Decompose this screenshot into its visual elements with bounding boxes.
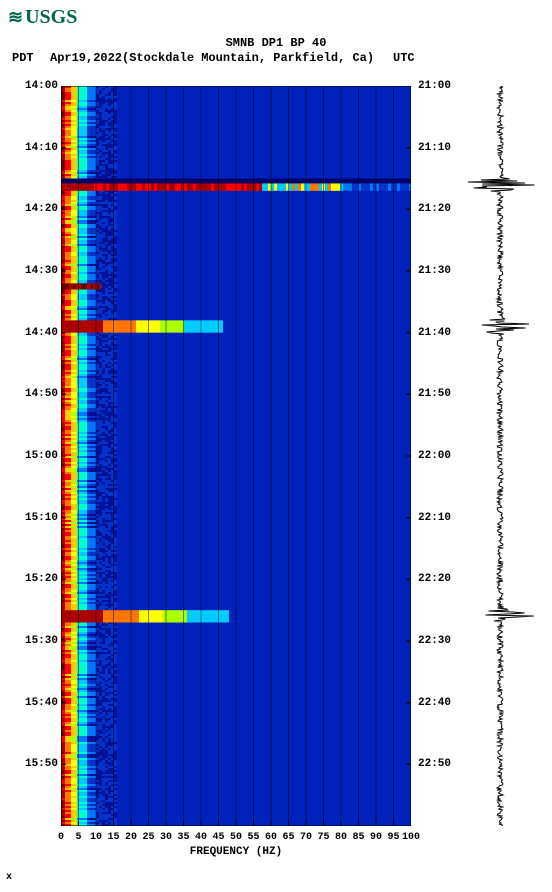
x-tick: 15 (107, 832, 119, 843)
y-right-tick: 21:20 (418, 203, 451, 215)
y-left-tick: 14:50 (10, 388, 58, 400)
y-left-tick: 14:40 (10, 327, 58, 339)
wave-icon: ≋ (8, 7, 23, 28)
x-tick: 50 (230, 832, 242, 843)
y-left-tick: 14:30 (10, 265, 58, 277)
x-tick: 85 (352, 832, 364, 843)
x-tick: 65 (282, 832, 294, 843)
x-tick: 20 (125, 832, 137, 843)
x-tick: 5 (75, 832, 81, 843)
y-right-tick: 21:50 (418, 388, 451, 400)
y-right-tick: 22:20 (418, 573, 451, 585)
logo-text: USGS (25, 6, 77, 29)
seismogram-panel (460, 86, 540, 826)
x-tick: 100 (402, 832, 420, 843)
x-tick: 40 (195, 832, 207, 843)
x-tick: 0 (58, 832, 64, 843)
x-tick: 30 (160, 832, 172, 843)
y-right-tick: 22:40 (418, 697, 451, 709)
y-right-tick: 22:50 (418, 758, 451, 770)
date-location: Apr19,2022(Stockdale Mountain, Parkfield… (50, 51, 374, 65)
x-tick: 45 (212, 832, 224, 843)
y-right-tick: 21:00 (418, 80, 451, 92)
footer-marker: x (6, 872, 12, 883)
spectrogram-panel (61, 86, 411, 826)
x-tick: 80 (335, 832, 347, 843)
y-right-tick: 21:10 (418, 142, 451, 154)
y-right-tick: 22:10 (418, 512, 451, 524)
y-right-tick: 22:30 (418, 635, 451, 647)
y-left-tick: 15:40 (10, 697, 58, 709)
x-tick: 90 (370, 832, 382, 843)
y-left-tick: 14:20 (10, 203, 58, 215)
y-left-tick: 14:10 (10, 142, 58, 154)
x-tick: 70 (300, 832, 312, 843)
x-tick: 60 (265, 832, 277, 843)
y-left-tick: 15:20 (10, 573, 58, 585)
y-left-tick: 15:00 (10, 450, 58, 462)
x-tick: 10 (90, 832, 102, 843)
utc-label: UTC (393, 51, 415, 65)
y-left-tick: 15:10 (10, 512, 58, 524)
x-axis-label: FREQUENCY (HZ) (61, 846, 411, 858)
y-left-tick: 15:50 (10, 758, 58, 770)
x-tick: 95 (387, 832, 399, 843)
y-right-tick: 22:00 (418, 450, 451, 462)
y-left-tick: 14:00 (10, 80, 58, 92)
y-right-tick: 21:40 (418, 327, 451, 339)
usgs-logo: ≋USGS (8, 6, 77, 29)
x-tick: 35 (177, 832, 189, 843)
y-right-tick: 21:30 (418, 265, 451, 277)
chart-title: SMNB DP1 BP 40 (0, 36, 552, 51)
seismogram-svg (460, 86, 540, 826)
x-tick: 55 (247, 832, 259, 843)
y-left-tick: 15:30 (10, 635, 58, 647)
pdt-label: PDT (12, 51, 34, 65)
x-tick: 75 (317, 832, 329, 843)
x-tick: 25 (142, 832, 154, 843)
spectrogram-svg (61, 86, 411, 826)
